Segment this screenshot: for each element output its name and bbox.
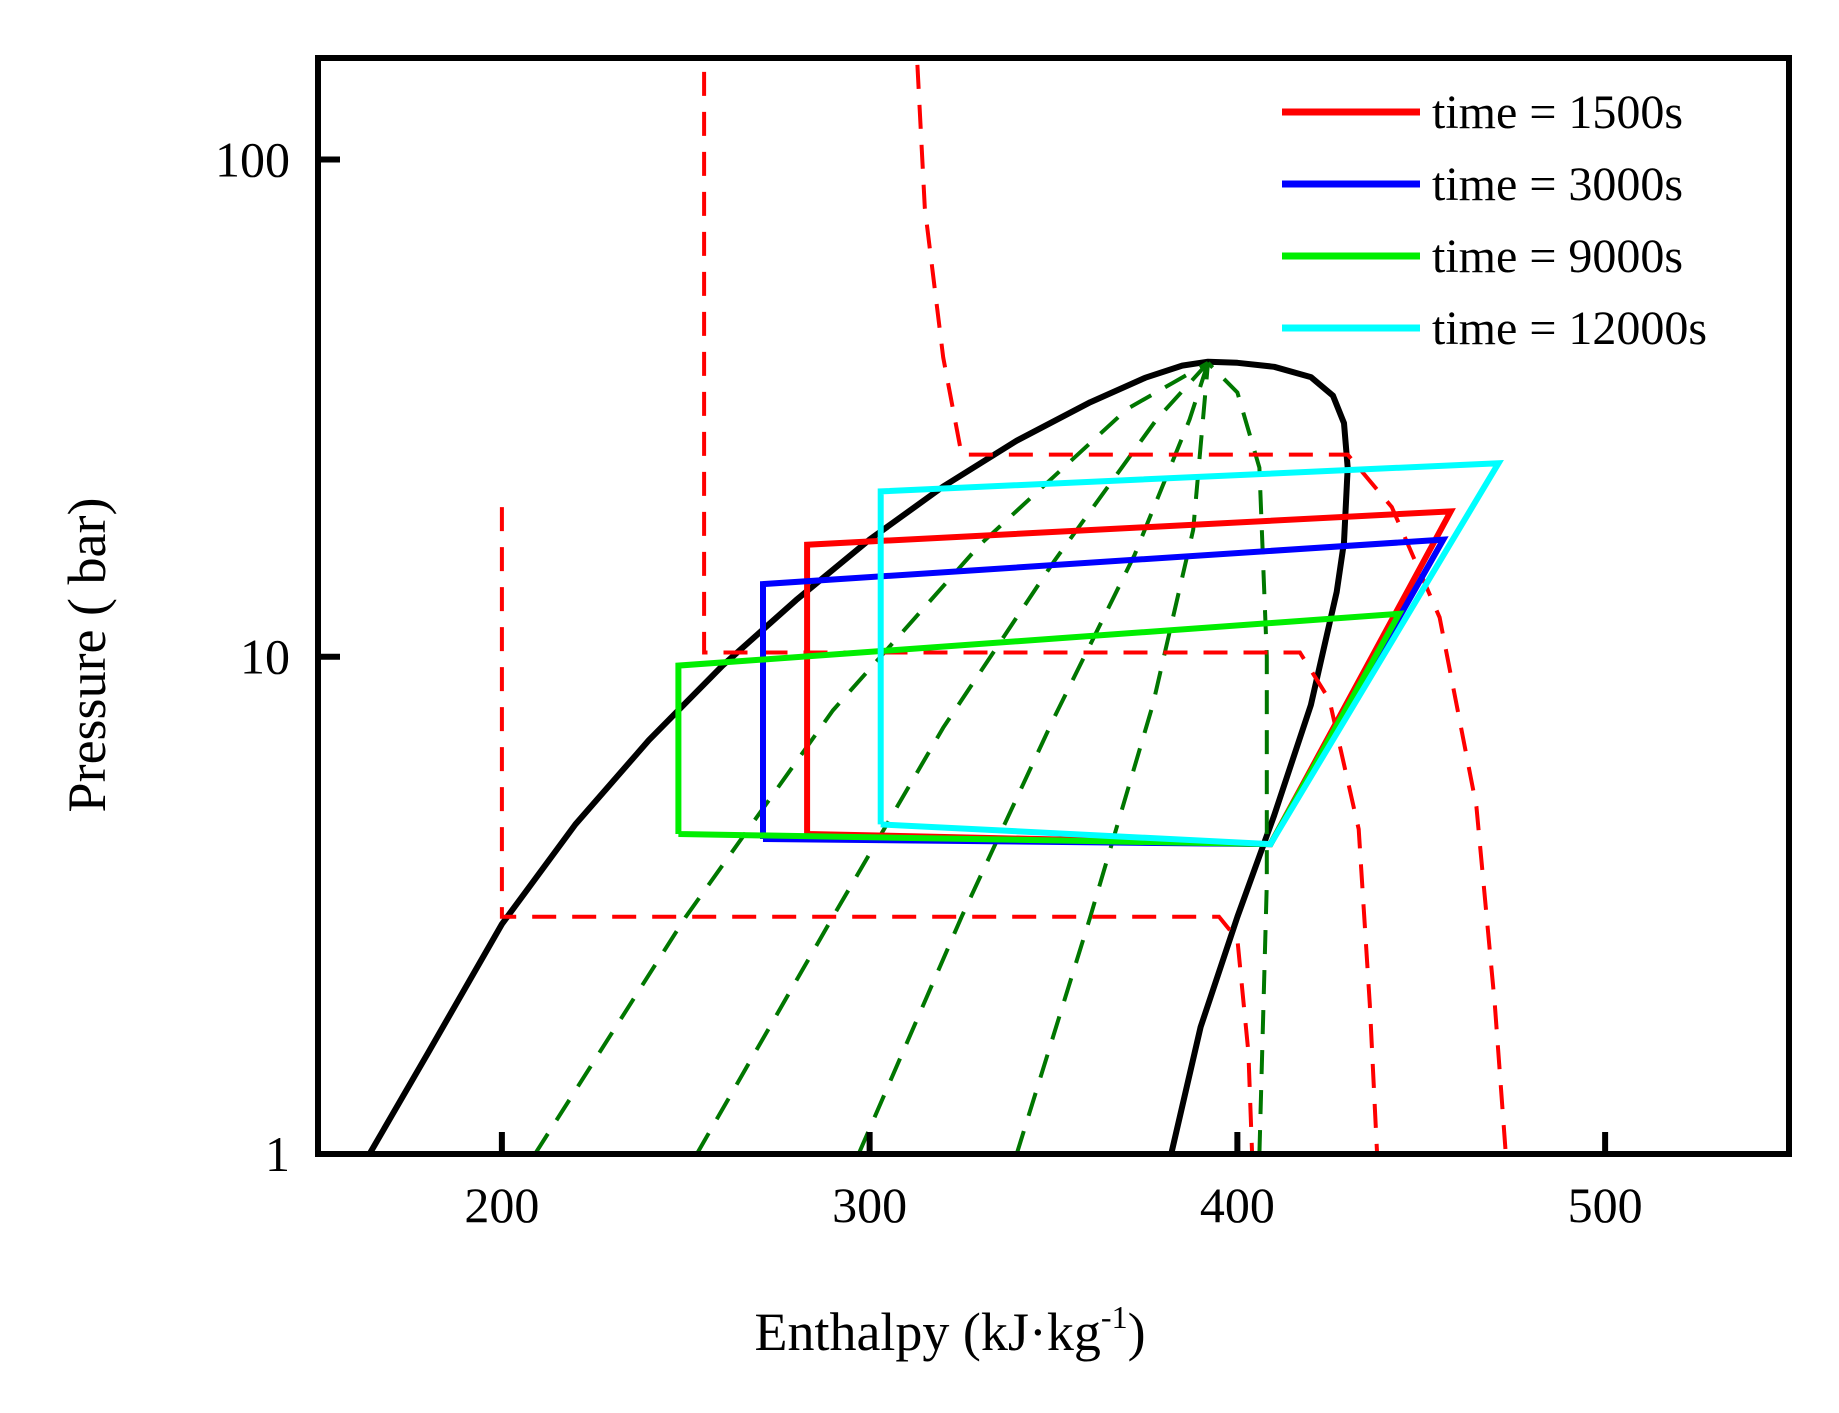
isentrope-line-4: [1014, 362, 1210, 1154]
series-line-2: [760, 536, 1449, 848]
series-line-3: [675, 610, 1405, 848]
isotherm-line-2: [702, 71, 1380, 1154]
saturation-dome-layer: [366, 358, 1351, 1154]
x-tick-label-500: 500: [1568, 1177, 1643, 1233]
series-line-4: [877, 459, 1504, 848]
legend: time = 1500s time = 3000s time = 9000s time…: [1282, 86, 1707, 355]
y-tick-label-10: 10: [240, 629, 290, 685]
x-tick-label-400: 400: [1200, 1177, 1275, 1233]
y-axis-ticks: 1 10 100: [215, 131, 340, 1182]
x-axis-label: Enthalpy (kJ·kg-1): [754, 1299, 1145, 1362]
x-tick-label-200: 200: [464, 1177, 539, 1233]
legend-label-4: time = 12000s: [1432, 302, 1707, 355]
y-axis-label: Pressure ( bar): [57, 498, 117, 813]
isotherm-line-3: [915, 64, 1508, 1154]
x-axis-label-superscript: -1: [1101, 1299, 1128, 1335]
y-tick-label-1: 1: [265, 1126, 290, 1182]
plot-frame: [315, 55, 1792, 1157]
isotherm-line-1: [499, 507, 1255, 1154]
x-axis-label-close: ): [1128, 1302, 1146, 1362]
y-tick-label-100: 100: [215, 131, 290, 187]
x-axis-label-main: Enthalpy (kJ·kg: [754, 1302, 1100, 1362]
isotherm-layer: [499, 64, 1508, 1154]
isentrope-line-5: [1206, 361, 1269, 1154]
legend-label-1: time = 1500s: [1432, 86, 1683, 139]
isentrope-line-2: [695, 361, 1210, 1154]
x-axis-ticks: 200 300 400 500: [464, 1132, 1643, 1233]
series-layer: [675, 459, 1504, 848]
saturation-dome-curve: [366, 358, 1351, 1154]
isentrope-line-1: [533, 361, 1209, 1154]
x-tick-label-300: 300: [832, 1177, 907, 1233]
legend-label-2: time = 3000s: [1432, 158, 1683, 211]
legend-label-3: time = 9000s: [1432, 230, 1683, 283]
